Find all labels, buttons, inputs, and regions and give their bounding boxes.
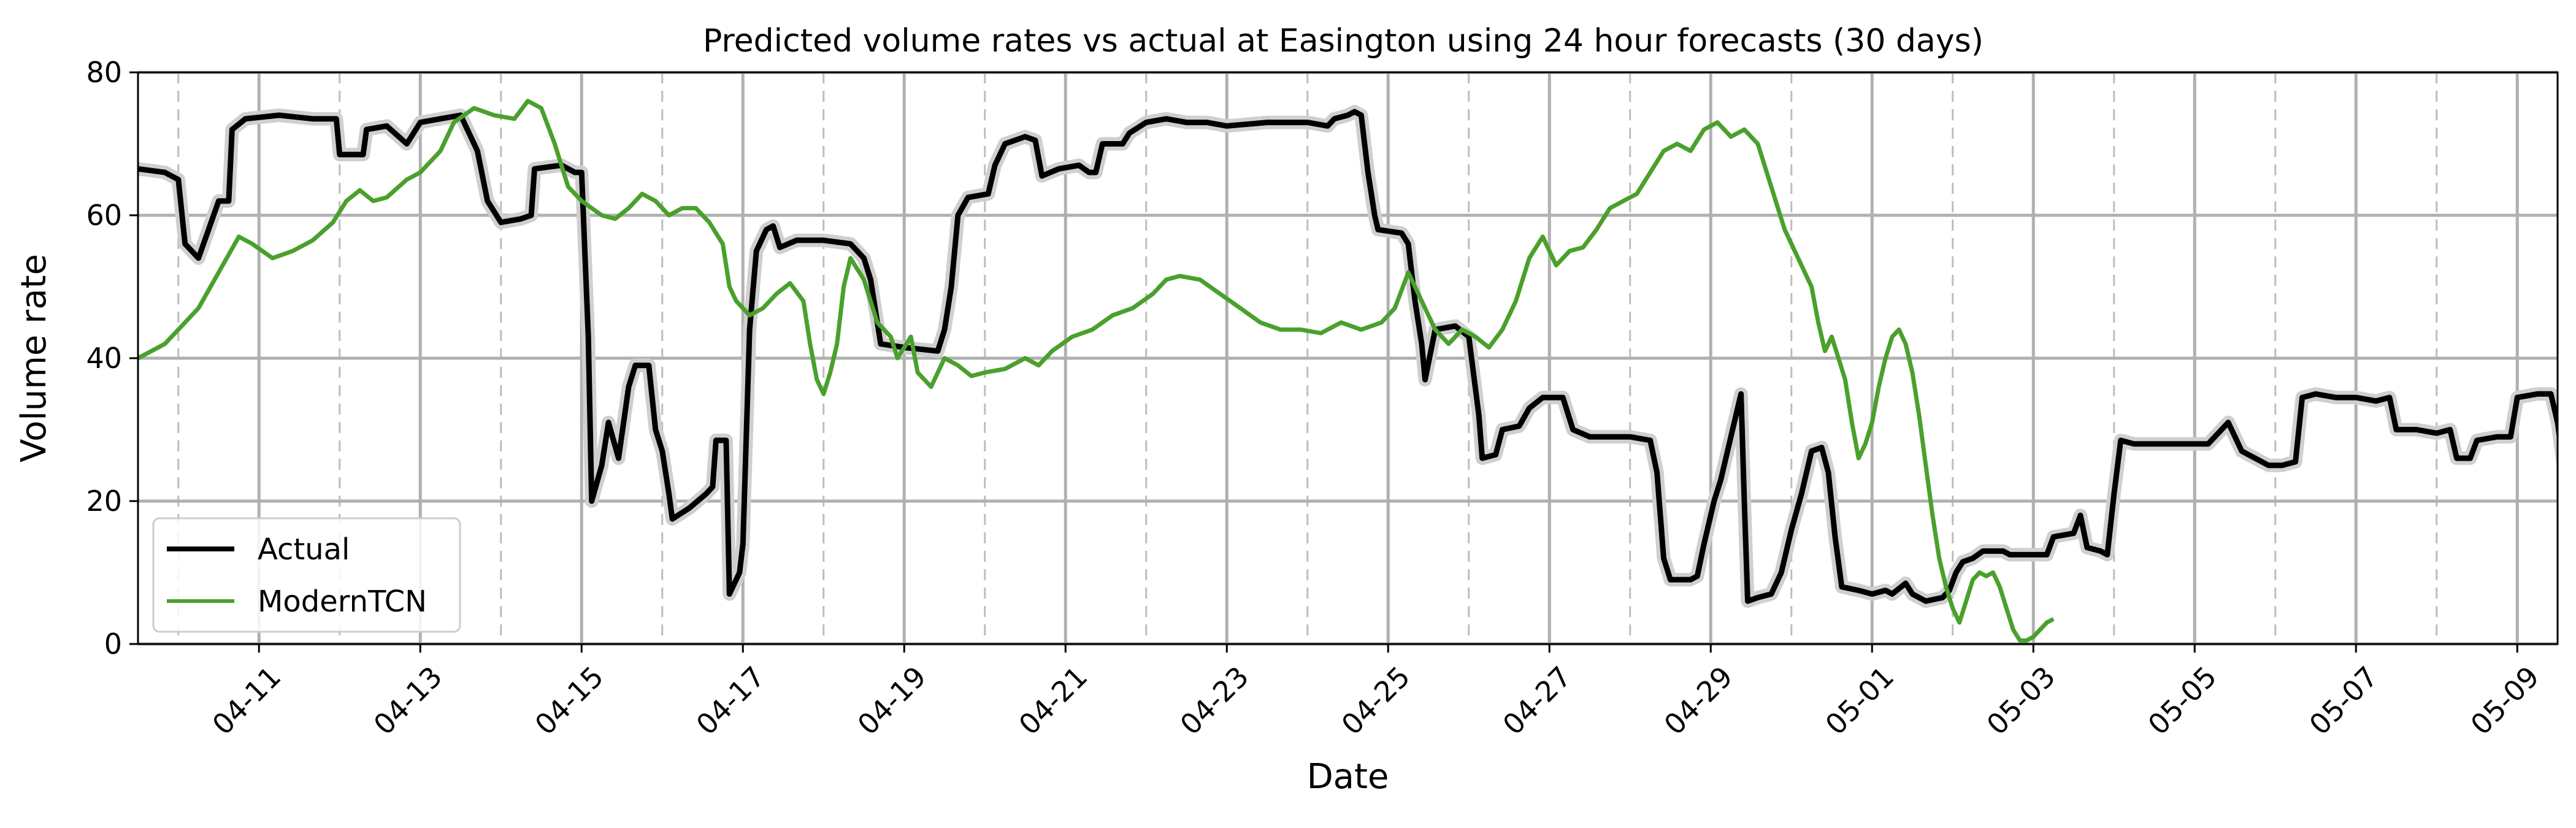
x-axis-label: Date (1307, 757, 1389, 797)
legend-entry-actual: Actual (258, 532, 350, 567)
y-tick-label: 80 (86, 56, 122, 89)
legend[interactable]: Actual ModernTCN (152, 517, 461, 633)
chart-title: Predicted volume rates vs actual at Easi… (703, 23, 1984, 59)
y-tick-label: 40 (86, 342, 122, 375)
y-tick-label: 60 (86, 199, 122, 232)
y-tick-label: 20 (86, 485, 122, 518)
series-line-actual (138, 109, 2558, 604)
legend-entry-moderntcn: ModernTCN (258, 585, 427, 619)
y-axis-label: Volume rate (14, 254, 54, 462)
y-axis-ticks: 0 20 40 60 80 (86, 56, 138, 661)
series-layer (138, 99, 2558, 643)
y-tick-label: 0 (104, 627, 122, 661)
series-line-moderntcn (138, 99, 2055, 643)
